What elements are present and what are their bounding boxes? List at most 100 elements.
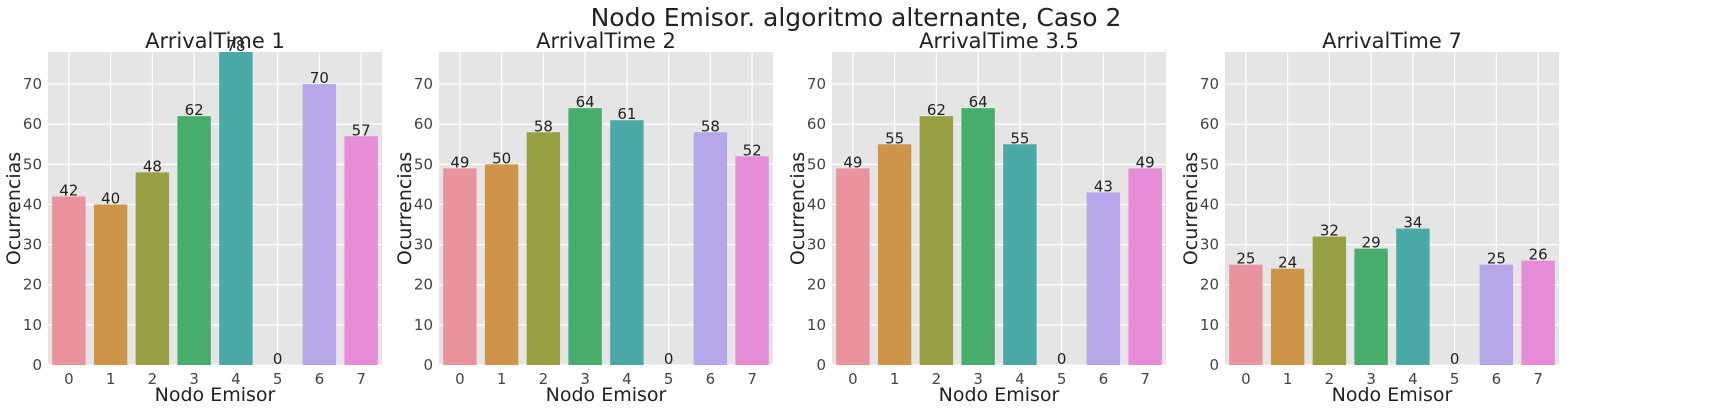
bar-1 bbox=[877, 144, 912, 365]
bar-7 bbox=[735, 156, 769, 365]
y-tick-label: 0 bbox=[32, 356, 42, 374]
y-tick-label: 10 bbox=[23, 316, 42, 334]
x-tick-label: 5 bbox=[1057, 370, 1067, 388]
bar-7 bbox=[1128, 168, 1162, 365]
bar-value-label: 40 bbox=[101, 189, 120, 207]
bar-value-label: 26 bbox=[1529, 246, 1548, 264]
y-tick-label: 40 bbox=[23, 195, 42, 213]
x-tick-label: 5 bbox=[664, 370, 674, 388]
bar-7 bbox=[344, 136, 378, 365]
x-tick-label: 2 bbox=[932, 370, 942, 388]
x-axis-label: Nodo Emisor bbox=[1332, 384, 1453, 406]
bar-value-label: 78 bbox=[226, 37, 245, 55]
charts-container: 01020304050607042040148262378405706577Ar… bbox=[3, 29, 1559, 406]
bar-4 bbox=[219, 52, 253, 365]
y-axis-label: Ocurrencias bbox=[1180, 152, 1202, 265]
bar-value-label: 62 bbox=[185, 101, 204, 119]
y-axis-label: Ocurrencias bbox=[787, 152, 809, 265]
bar-value-label: 29 bbox=[1362, 234, 1381, 252]
bar-value-label: 62 bbox=[927, 101, 946, 119]
bar-4 bbox=[1396, 228, 1430, 365]
x-tick-label: 4 bbox=[231, 370, 241, 388]
y-axis-label: Ocurrencias bbox=[394, 152, 416, 265]
y-tick-label: 30 bbox=[23, 236, 42, 254]
y-axis-label: Ocurrencias bbox=[3, 152, 25, 265]
bar-2 bbox=[919, 116, 954, 365]
x-tick-label: 3 bbox=[580, 370, 590, 388]
bar-value-label: 25 bbox=[1487, 250, 1506, 268]
y-tick-label: 30 bbox=[1200, 236, 1219, 254]
bar-2 bbox=[135, 172, 170, 365]
x-tick-label: 1 bbox=[497, 370, 507, 388]
bar-6 bbox=[1479, 264, 1514, 365]
x-tick-label: 2 bbox=[539, 370, 549, 388]
x-tick-label: 7 bbox=[1533, 370, 1543, 388]
y-tick-label: 40 bbox=[1200, 195, 1219, 213]
x-tick-label: 5 bbox=[273, 370, 283, 388]
bar-value-label: 50 bbox=[492, 149, 511, 167]
x-tick-label: 6 bbox=[1099, 370, 1109, 388]
bar-value-label: 57 bbox=[352, 121, 371, 139]
x-tick-label: 3 bbox=[189, 370, 199, 388]
y-tick-label: 50 bbox=[1200, 155, 1219, 173]
chart-panel-2: 01020304050607049055162264355405436497Ar… bbox=[787, 29, 1166, 406]
y-tick-label: 60 bbox=[23, 115, 42, 133]
bar-value-label: 43 bbox=[1094, 177, 1113, 195]
bar-value-label: 64 bbox=[969, 93, 988, 111]
bar-2 bbox=[1312, 236, 1347, 365]
chart-title: ArrivalTime 1 bbox=[145, 29, 285, 53]
y-tick-label: 20 bbox=[414, 276, 433, 294]
x-tick-label: 1 bbox=[106, 370, 116, 388]
y-tick-label: 40 bbox=[414, 195, 433, 213]
y-tick-label: 0 bbox=[1209, 356, 1219, 374]
y-tick-label: 70 bbox=[414, 75, 433, 93]
x-tick-label: 4 bbox=[1015, 370, 1025, 388]
x-axis-label: Nodo Emisor bbox=[939, 384, 1060, 406]
y-tick-label: 0 bbox=[816, 356, 826, 374]
bar-6 bbox=[693, 132, 728, 365]
bar-0 bbox=[443, 168, 477, 365]
bar-0 bbox=[52, 196, 86, 365]
x-tick-label: 6 bbox=[315, 370, 325, 388]
chart-panel-0: 01020304050607042040148262378405706577Ar… bbox=[3, 29, 382, 406]
chart-panel-1: 01020304050607049050158264361405586527Ar… bbox=[394, 29, 773, 406]
bar-value-label: 0 bbox=[664, 350, 674, 368]
y-tick-label: 10 bbox=[807, 316, 826, 334]
bar-0 bbox=[1229, 264, 1263, 365]
y-tick-label: 10 bbox=[414, 316, 433, 334]
bar-value-label: 0 bbox=[1450, 350, 1460, 368]
bar-value-label: 61 bbox=[617, 105, 636, 123]
chart-title: ArrivalTime 3.5 bbox=[919, 29, 1079, 53]
x-tick-label: 0 bbox=[455, 370, 465, 388]
bar-3 bbox=[568, 108, 602, 365]
x-tick-label: 5 bbox=[1450, 370, 1460, 388]
bar-value-label: 49 bbox=[843, 153, 862, 171]
x-tick-label: 1 bbox=[890, 370, 900, 388]
x-tick-label: 0 bbox=[1241, 370, 1251, 388]
bar-6 bbox=[1086, 192, 1121, 365]
bar-2 bbox=[526, 132, 561, 365]
bar-value-label: 55 bbox=[885, 129, 904, 147]
x-tick-label: 6 bbox=[1492, 370, 1502, 388]
x-axis-label: Nodo Emisor bbox=[155, 384, 276, 406]
x-tick-label: 2 bbox=[148, 370, 158, 388]
bar-value-label: 58 bbox=[701, 117, 720, 135]
bar-1 bbox=[484, 164, 519, 365]
x-tick-label: 6 bbox=[706, 370, 716, 388]
bar-3 bbox=[961, 108, 995, 365]
y-tick-label: 50 bbox=[23, 155, 42, 173]
bar-1 bbox=[1270, 268, 1305, 365]
bar-4 bbox=[1003, 144, 1037, 365]
bar-value-label: 24 bbox=[1278, 254, 1297, 272]
y-tick-label: 70 bbox=[23, 75, 42, 93]
chart-title: ArrivalTime 2 bbox=[536, 29, 676, 53]
x-tick-label: 0 bbox=[848, 370, 858, 388]
y-tick-label: 60 bbox=[414, 115, 433, 133]
y-tick-label: 60 bbox=[807, 115, 826, 133]
y-tick-label: 50 bbox=[414, 155, 433, 173]
y-tick-label: 20 bbox=[23, 276, 42, 294]
bar-value-label: 58 bbox=[534, 117, 553, 135]
bar-value-label: 64 bbox=[576, 93, 595, 111]
bar-value-label: 34 bbox=[1403, 214, 1422, 232]
